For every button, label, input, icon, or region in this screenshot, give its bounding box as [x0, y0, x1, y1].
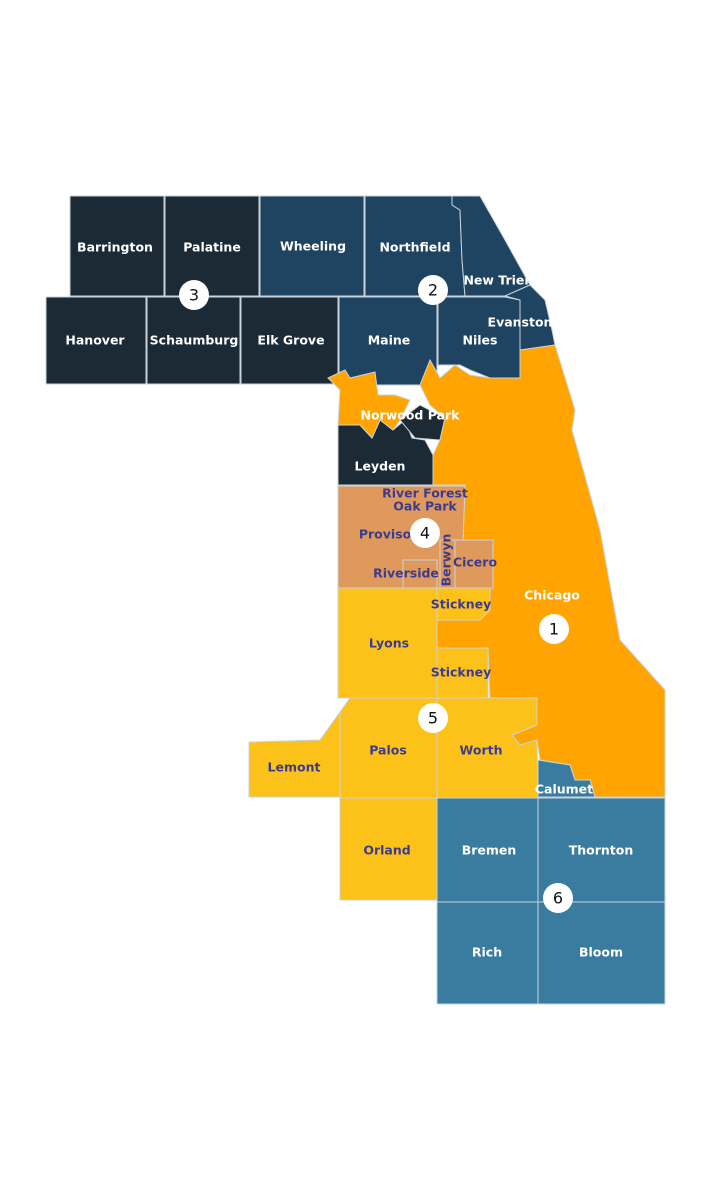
label: Wheeling	[280, 239, 346, 254]
rich-area	[436, 901, 539, 1005]
label: Rich	[472, 945, 502, 960]
label: Bloom	[579, 945, 623, 960]
district-4	[337, 485, 494, 589]
evanston-area	[503, 284, 556, 351]
calumet-area	[537, 759, 596, 798]
label: New Trier	[463, 273, 531, 288]
label: Stickney	[431, 597, 492, 612]
label: Palos	[369, 743, 407, 758]
label: Berwyn	[439, 534, 454, 587]
label: Lemont	[268, 760, 321, 775]
label: Barrington	[77, 240, 153, 255]
new-trier-area	[451, 195, 531, 297]
maine-area	[338, 296, 438, 386]
bremen-area	[436, 797, 539, 903]
marker-label: 1	[549, 620, 559, 639]
label: Hanover	[65, 333, 125, 348]
label: Stickney	[431, 665, 492, 680]
label: River Forest	[382, 486, 468, 501]
norwood-park-area	[327, 369, 411, 439]
marker-label: 4	[420, 524, 430, 543]
label: Norwood Park	[361, 408, 461, 423]
district-3	[45, 195, 446, 486]
label: Bremen	[462, 843, 517, 858]
label: Cicero	[453, 555, 498, 570]
label: Proviso	[359, 527, 412, 542]
label: Leyden	[355, 459, 406, 474]
label: Elk Grove	[257, 333, 324, 348]
district-6	[436, 759, 666, 1005]
schaumburg-area	[146, 296, 241, 385]
cicero-area	[454, 539, 494, 589]
township-labels: Barrington Palatine Wheeling Northfield …	[65, 239, 633, 960]
hanover-area	[45, 296, 147, 385]
lemont-area	[248, 710, 341, 798]
marker	[539, 614, 569, 644]
barrington-area	[69, 195, 165, 297]
district-markers: 1 2 3 4 5 6	[179, 275, 573, 913]
label: Worth	[460, 743, 503, 758]
district-1	[327, 344, 666, 798]
label: Northfield	[379, 240, 450, 255]
marker	[418, 275, 448, 305]
marker	[410, 518, 440, 548]
label: Riverside	[373, 566, 439, 581]
riverside-area	[402, 559, 438, 589]
stickney-north-area	[436, 587, 491, 621]
label: Niles	[463, 333, 498, 348]
wheeling-area	[259, 195, 365, 297]
district-2	[259, 195, 556, 386]
marker-label: 6	[553, 889, 563, 908]
marker	[179, 280, 209, 310]
marker	[543, 883, 573, 913]
label: Evanston	[488, 315, 553, 330]
label: Thornton	[569, 843, 634, 858]
marker-label: 3	[189, 286, 199, 305]
palatine-area	[164, 195, 260, 297]
bloom-area	[537, 901, 666, 1005]
label: Oak Park	[393, 499, 457, 514]
marker-label: 2	[428, 281, 438, 300]
stickney-south-area	[436, 647, 489, 699]
label: Calumet	[535, 782, 593, 797]
label: Schaumburg	[150, 333, 239, 348]
label: Lyons	[369, 636, 409, 651]
elk-grove-area	[240, 296, 339, 385]
marker	[418, 703, 448, 733]
label: Palatine	[183, 240, 241, 255]
label: Orland	[363, 843, 410, 858]
label: Chicago	[524, 588, 580, 603]
marker-label: 5	[428, 709, 438, 728]
district-5	[248, 587, 539, 901]
label: Maine	[368, 333, 411, 348]
orland-area	[339, 797, 438, 901]
